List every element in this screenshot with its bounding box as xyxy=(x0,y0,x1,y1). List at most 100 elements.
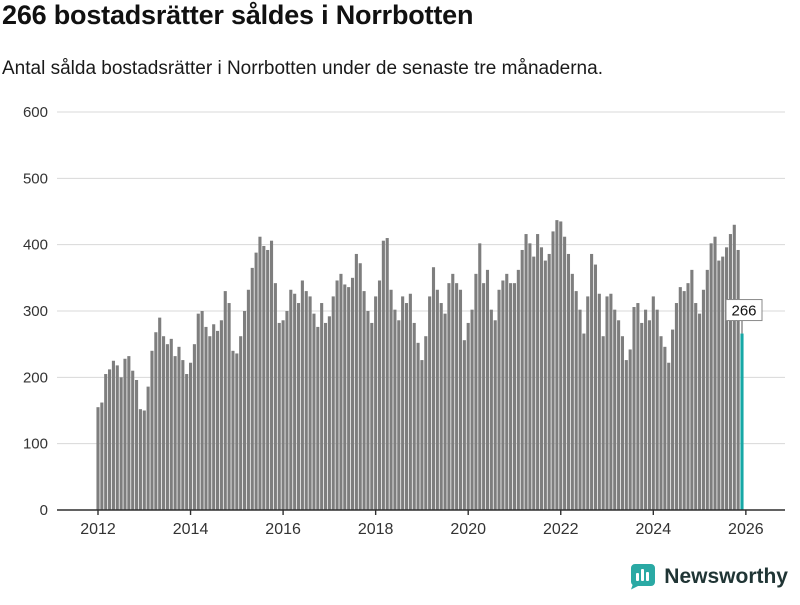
bar xyxy=(308,296,312,510)
bar xyxy=(466,322,470,510)
bar xyxy=(559,221,563,510)
y-tick-label: 300 xyxy=(23,303,48,320)
bar xyxy=(138,409,142,510)
bar xyxy=(431,267,436,510)
bar xyxy=(528,243,532,510)
bar xyxy=(620,336,625,510)
bar xyxy=(119,377,123,510)
bar xyxy=(316,326,320,510)
bar xyxy=(366,311,370,510)
bar xyxy=(377,280,382,510)
y-tick-label: 400 xyxy=(23,237,48,254)
bar xyxy=(655,309,659,510)
bar xyxy=(524,234,528,511)
bar xyxy=(158,317,162,510)
bar xyxy=(539,247,544,510)
bar xyxy=(266,249,270,510)
bar xyxy=(177,346,181,510)
bar xyxy=(142,410,146,510)
bar xyxy=(100,402,104,510)
bar xyxy=(667,362,671,510)
bar xyxy=(312,313,316,510)
bar xyxy=(717,260,721,510)
bar xyxy=(96,407,100,510)
bar xyxy=(532,256,536,510)
bar xyxy=(381,240,385,510)
bar xyxy=(624,360,628,510)
bar xyxy=(219,320,223,510)
x-tick-label: 2022 xyxy=(543,521,579,538)
bar xyxy=(304,291,308,510)
bar xyxy=(705,269,709,510)
bar xyxy=(470,309,474,510)
bar xyxy=(343,284,347,510)
bar xyxy=(725,247,729,510)
bar xyxy=(701,289,705,510)
x-tick-label: 2014 xyxy=(173,521,209,538)
bar xyxy=(385,238,389,510)
bar xyxy=(428,296,432,510)
bar xyxy=(200,311,204,510)
bar xyxy=(127,356,131,510)
x-tick-label: 2018 xyxy=(358,521,394,538)
bar xyxy=(455,283,459,510)
y-tick-label: 500 xyxy=(23,170,48,187)
bar xyxy=(185,374,189,510)
bar xyxy=(728,234,732,511)
bar xyxy=(640,322,644,510)
bar xyxy=(474,273,478,510)
bar xyxy=(150,350,154,510)
bar xyxy=(104,374,108,510)
bar xyxy=(254,252,258,510)
bar xyxy=(713,236,717,510)
highlight-bar xyxy=(740,333,744,510)
bar xyxy=(609,293,613,510)
bar xyxy=(478,243,482,510)
chart-subtitle: Antal sålda bostadsrätter i Norrbotten u… xyxy=(2,58,603,79)
bar xyxy=(300,280,304,510)
bar xyxy=(250,267,254,510)
bar xyxy=(327,316,331,510)
bar xyxy=(690,269,694,510)
bar xyxy=(227,303,231,510)
bar xyxy=(374,296,378,510)
bar xyxy=(162,336,166,510)
bar xyxy=(293,293,297,510)
bar xyxy=(154,332,158,510)
bar xyxy=(555,220,559,510)
bar xyxy=(131,370,135,510)
bar xyxy=(408,293,412,510)
bar xyxy=(462,340,466,510)
bar xyxy=(196,313,200,510)
bar xyxy=(678,287,682,510)
bar xyxy=(489,309,493,510)
bar xyxy=(173,356,177,510)
bar xyxy=(509,283,513,510)
bar xyxy=(736,249,740,510)
bar xyxy=(262,245,266,511)
bar xyxy=(536,234,540,511)
bar xyxy=(420,360,424,510)
bar xyxy=(694,303,698,510)
bar xyxy=(590,253,594,510)
bar xyxy=(412,322,416,510)
bar xyxy=(331,296,335,510)
x-tick-label: 2024 xyxy=(636,521,672,538)
bar xyxy=(165,344,169,510)
bar xyxy=(501,280,505,510)
bar xyxy=(246,289,250,510)
bar xyxy=(347,287,351,510)
bar xyxy=(350,277,355,510)
bar xyxy=(493,320,497,510)
bar xyxy=(586,296,590,510)
bar xyxy=(393,309,397,510)
bar xyxy=(189,362,193,510)
bar xyxy=(212,324,216,510)
bar xyxy=(516,269,520,510)
bar xyxy=(721,256,725,510)
bar xyxy=(566,253,571,510)
bar xyxy=(401,296,405,510)
bar xyxy=(686,283,690,510)
